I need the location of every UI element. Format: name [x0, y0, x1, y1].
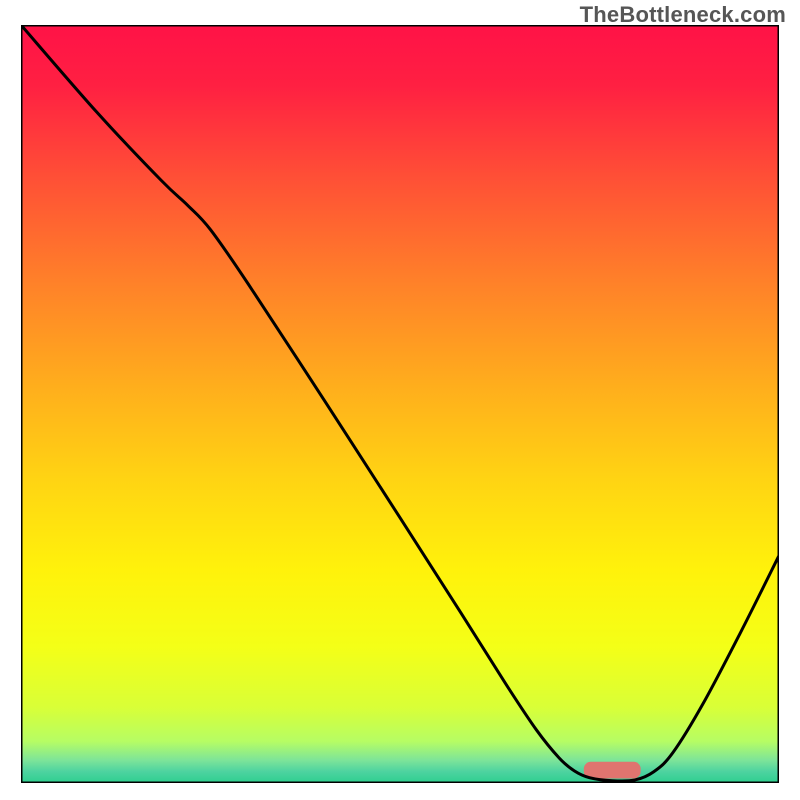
plot-area	[21, 25, 779, 783]
plot-background	[21, 25, 779, 783]
chart-frame: TheBottleneck.com	[0, 0, 800, 800]
optimal-marker	[584, 762, 641, 779]
chart-svg	[21, 25, 779, 783]
